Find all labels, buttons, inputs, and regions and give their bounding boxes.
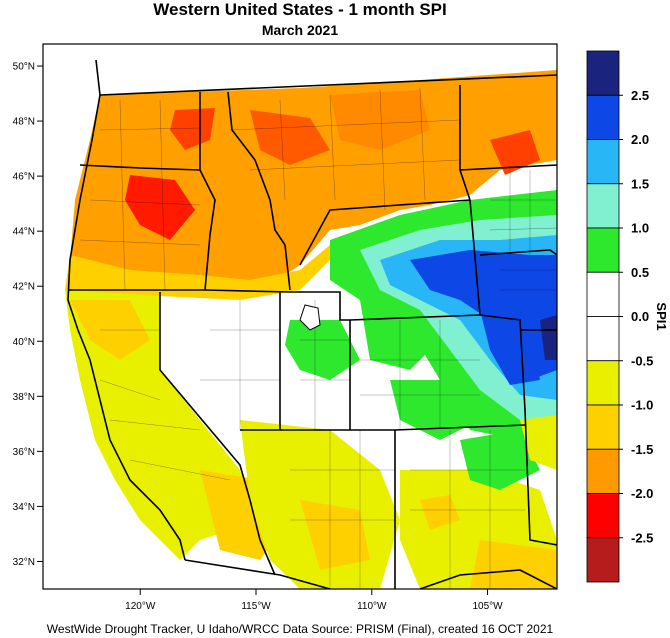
colorbar-label: 1.5: [631, 176, 649, 191]
colorbar-swatch: [586, 448, 620, 494]
coastline: [67, 59, 186, 561]
wet-utah: [285, 320, 360, 380]
lon-tick-label: 110°W: [357, 601, 387, 612]
lat-tick-label: 46°N: [13, 172, 35, 183]
canada-border: [99, 74, 557, 96]
wet-plains-darkblue: [540, 315, 557, 360]
colorbar-label: 1.0: [631, 221, 649, 236]
id-mt-border: [227, 91, 286, 246]
lon-tick-label: 120°W: [125, 601, 156, 612]
lat-tick-label: 40°N: [13, 337, 35, 348]
id-west-border: [199, 92, 216, 291]
colorbar-swatch: [586, 50, 620, 96]
colorbar-title: SPI1: [654, 302, 669, 330]
great-salt-lake: [299, 304, 321, 331]
data-credit: WestWide Drought Tracker, U Idaho/WRCC D…: [46, 622, 554, 636]
colorbar-swatch: [586, 139, 620, 185]
dry-nm-orange: [470, 540, 557, 589]
colorbar-label: -1.0: [631, 398, 653, 413]
map-subtitle: March 2021: [261, 22, 339, 38]
id-wy-border: [284, 244, 291, 291]
longitude-ticks: 120°W 115°W 110°W 105°W: [125, 589, 503, 612]
severe-dry-mt: [250, 110, 330, 165]
colorbar-swatch: [586, 404, 620, 450]
mt-wy-border: [299, 199, 471, 266]
mt-east-border: [459, 85, 471, 201]
colorbar-swatch: [586, 94, 620, 140]
colorbar-swatch: [586, 537, 620, 583]
nd-sd-border: [459, 164, 557, 171]
ca-nv-border: [159, 292, 251, 501]
lat-tick-label: 48°N: [13, 117, 35, 128]
colorbar-label: 2.5: [631, 88, 649, 103]
lat-tick-label: 50°N: [13, 62, 35, 73]
co-nm-border: [394, 424, 526, 431]
sd-ne-border: [479, 249, 557, 256]
dry-north-yellow: [65, 230, 360, 300]
lat-tick-label: 36°N: [13, 447, 35, 458]
lat-tick-label: 38°N: [13, 392, 35, 403]
lon-tick-label: 115°W: [241, 601, 271, 612]
wy-east-border: [469, 199, 481, 316]
county-lines: [79, 87, 557, 589]
spi-field: [65, 70, 557, 589]
severe-dry-or: [125, 175, 195, 240]
severe-dry-id: [170, 108, 215, 150]
or-ca-border: [68, 289, 291, 293]
state-boundaries: [67, 59, 557, 589]
wet-nm-east: [460, 430, 540, 490]
colorbar: 2.5 2.0 1.5 1.0 0.5 0.0 -0.5 -1.0 -1.5 -2.0 -2.5 SP…: [586, 50, 669, 583]
wet-co-blue: [480, 310, 540, 385]
lat-tick-label: 34°N: [13, 502, 35, 513]
lat-tick-label: 32°N: [13, 557, 35, 568]
colorbar-swatch: [586, 183, 620, 229]
wa-or-border: [79, 164, 201, 171]
dry-tx-panhandle: [520, 415, 557, 470]
colorbar-swatch: [586, 360, 620, 406]
lon-tick-label: 105°W: [472, 601, 503, 612]
colorbar-label: -0.5: [631, 353, 653, 368]
colorbar-label: 2.0: [631, 132, 649, 147]
colorbar-swatch: [586, 316, 620, 362]
map-title: Western United States - 1 month SPI: [153, 0, 447, 19]
colorbar-swatch: [586, 227, 620, 273]
nm-east-border: [524, 409, 557, 546]
colorbar-label: -1.5: [631, 442, 653, 457]
colorbar-swatch: [586, 493, 620, 539]
dry-mt-east: [330, 90, 430, 150]
plot-frame: [42, 43, 558, 590]
dry-az-orange: [300, 500, 370, 570]
colorbar-label: -2.5: [631, 530, 653, 545]
wy-co-border: [349, 314, 481, 321]
lat-tick-label: 44°N: [13, 227, 35, 238]
colorbar-swatch: [586, 271, 620, 317]
ut-wy-border: [290, 291, 350, 321]
lat-tick-label: 42°N: [13, 282, 35, 293]
colorbar-label: -2.0: [631, 486, 653, 501]
az-ca-border: [249, 499, 276, 576]
colorbar-label: 0.0: [631, 309, 649, 324]
severe-dry-nd: [490, 130, 540, 175]
latitude-ticks: 50°N 48°N 46°N 44°N 42°N 40°N 38°N 36°N 34°N 32°N: [13, 62, 43, 568]
co-east-border: [479, 314, 526, 411]
colorbar-label: 0.5: [631, 265, 649, 280]
